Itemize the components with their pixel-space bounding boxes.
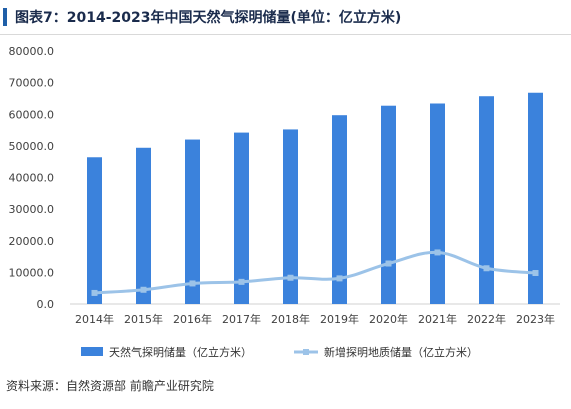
y-tick-label: 50000.0 [9, 140, 55, 153]
line-point [189, 280, 196, 287]
legend-bar-label: 天然气探明储量（亿立方米） [109, 345, 252, 359]
y-tick-label: 60000.0 [9, 108, 55, 121]
line-point [140, 286, 147, 293]
y-axis: 0.0 10000.0 20000.0 30000.0 40000.0 50000.0 60… [9, 45, 55, 311]
x-tick-label: 2019年 [320, 312, 359, 326]
chart-title: 图表7：2014-2023年中国天然气探明储量(单位：亿立方米) [15, 10, 402, 26]
bar [332, 115, 347, 304]
bar [283, 129, 298, 304]
chart-title-bar: 图表7：2014-2023年中国天然气探明储量(单位：亿立方米) [0, 0, 571, 35]
legend-bar-swatch [81, 347, 103, 356]
legend-line-label: 新增探明地质储量（亿立方米） [324, 345, 478, 359]
source-note: 资料来源：自然资源部 前瞻产业研究院 [6, 379, 214, 393]
line-point [483, 265, 490, 272]
x-tick-label: 2023年 [516, 312, 555, 326]
bar [87, 157, 102, 304]
line-point [385, 260, 392, 267]
bar [234, 132, 249, 304]
line-point [434, 249, 441, 256]
line-path [94, 250, 536, 295]
line-point [336, 275, 343, 282]
x-tick-label: 2018年 [271, 312, 310, 326]
bar [528, 92, 543, 304]
legend-line-marker [303, 349, 309, 355]
line-point [238, 278, 245, 285]
y-tick-label: 30000.0 [9, 203, 55, 216]
x-axis: 2014年 2015年 2016年 2017年 2018年 2019年 2020年 2021年… [70, 303, 560, 326]
legend: 天然气探明储量（亿立方米） 新增探明地质储量（亿立方米） [81, 345, 478, 359]
y-tick-label: 40000.0 [9, 172, 55, 185]
title-accent-bar [3, 8, 7, 26]
line-point [532, 270, 539, 277]
bar [185, 139, 200, 304]
bar [381, 105, 396, 305]
y-tick-label: 20000.0 [9, 235, 55, 248]
y-tick-label: 0.0 [37, 298, 55, 311]
line-point [91, 289, 98, 296]
line-point [287, 274, 294, 281]
y-tick-label: 80000.0 [9, 45, 55, 58]
bar [136, 147, 151, 304]
x-tick-label: 2021年 [418, 312, 457, 326]
line-series [91, 249, 539, 296]
y-tick-label: 10000.0 [9, 266, 55, 279]
x-tick-label: 2016年 [173, 312, 212, 326]
x-tick-label: 2020年 [369, 312, 408, 326]
x-tick-label: 2022年 [467, 312, 506, 326]
chart-area: 0.0 10000.0 20000.0 30000.0 40000.0 50000.0 60… [9, 45, 560, 359]
x-tick-label: 2017年 [222, 312, 261, 326]
y-tick-label: 70000.0 [9, 77, 55, 90]
x-tick-label: 2014年 [75, 312, 114, 326]
bar-series [87, 92, 543, 305]
x-tick-label: 2015年 [124, 312, 163, 326]
bar [479, 96, 494, 304]
bar [430, 103, 445, 304]
